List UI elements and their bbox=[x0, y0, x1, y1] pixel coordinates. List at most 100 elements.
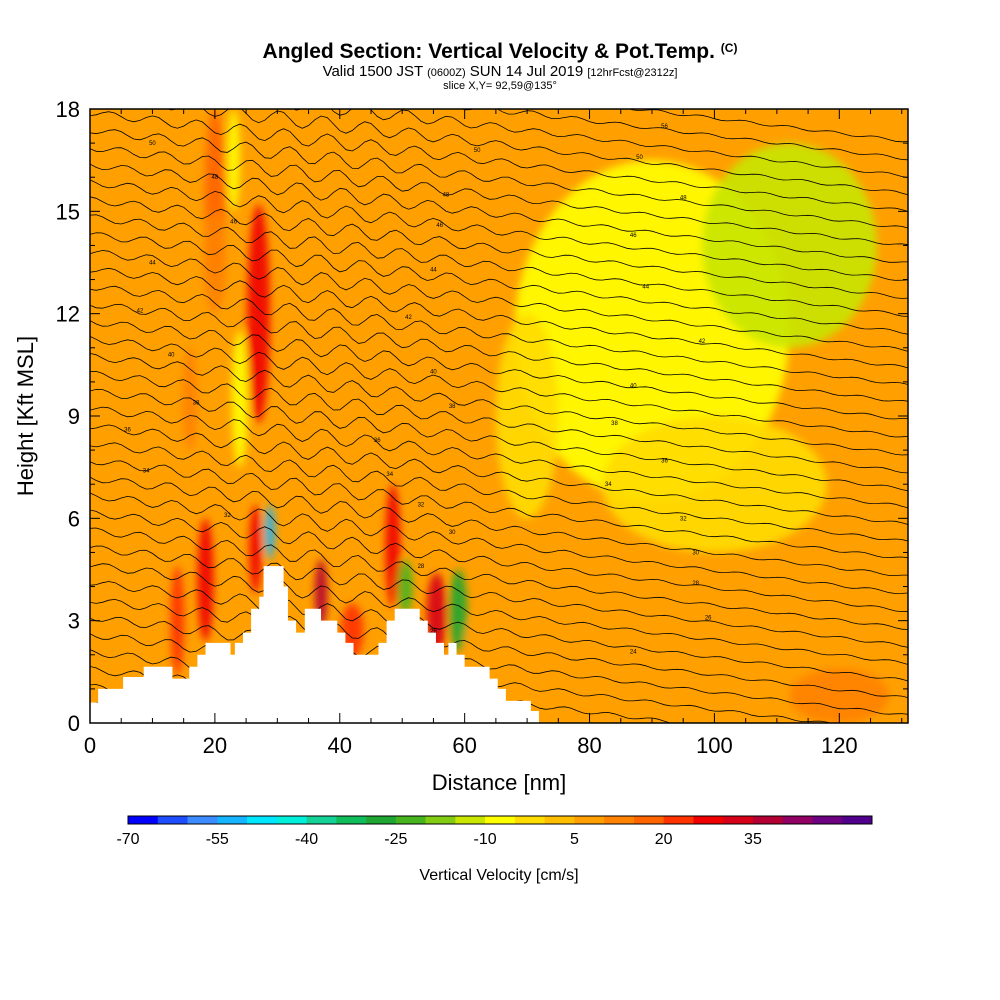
y-tick-label: 12 bbox=[56, 302, 80, 327]
contour-label: 40 bbox=[430, 370, 437, 376]
x-axis-title: Distance [nm] bbox=[432, 770, 567, 795]
colorbar-swatch bbox=[276, 816, 307, 824]
title-block: Angled Section: Vertical Velocity & Pot.… bbox=[0, 36, 1000, 92]
contour-label: 42 bbox=[405, 315, 412, 321]
velocity-cell bbox=[203, 211, 227, 314]
velocity-cell bbox=[602, 416, 827, 553]
colorbar-swatch bbox=[157, 816, 188, 824]
theta-line bbox=[90, 214, 908, 317]
theta-line bbox=[90, 353, 908, 456]
colorbar-swatch bbox=[128, 816, 159, 824]
colorbar-swatch bbox=[187, 816, 218, 824]
contour-labels: 50 48 46 44 42 40 38 36 34 32 50 48 46 44 42 40 38 36 34 32… bbox=[124, 124, 712, 655]
contour-label: 32 bbox=[680, 516, 687, 522]
theta-line bbox=[90, 111, 908, 212]
colorbar-swatch bbox=[723, 816, 754, 824]
contour-label: 44 bbox=[642, 284, 649, 290]
theta-line bbox=[167, 109, 908, 196]
contour-label: 24 bbox=[630, 649, 637, 655]
slice-info: slice X,Y= 92,59@135° bbox=[443, 80, 557, 92]
theta-line bbox=[90, 370, 908, 474]
contour-label: 40 bbox=[168, 353, 175, 359]
contour-label: 38 bbox=[449, 404, 456, 410]
valid-time: Valid 1500 JST bbox=[322, 63, 423, 80]
terrain bbox=[90, 566, 908, 723]
theta-line bbox=[90, 616, 908, 715]
colorbar-swatch bbox=[693, 816, 724, 824]
colorbar-swatch bbox=[306, 816, 337, 824]
contour-label: 42 bbox=[699, 339, 706, 345]
contour-label: 26 bbox=[705, 615, 712, 621]
colorbar-tick-label: -70 bbox=[116, 831, 139, 848]
colorbar-swatch bbox=[425, 816, 456, 824]
velocity-cell bbox=[247, 204, 270, 423]
colorbar-frame bbox=[127, 815, 873, 825]
colorbar-tick-label: 5 bbox=[570, 831, 579, 848]
x-tick-label: 40 bbox=[328, 733, 352, 758]
colorbar: -70 -55 -40 -25 -10 5 20 35 bbox=[116, 815, 873, 848]
contour-label: 46 bbox=[630, 233, 637, 239]
colorbar-swatch bbox=[336, 816, 367, 824]
theta-line bbox=[90, 509, 908, 613]
forecast-info: [12hrFcst@2312z] bbox=[587, 67, 678, 79]
theta-line bbox=[90, 563, 908, 665]
contour-label: 32 bbox=[224, 513, 231, 519]
contour-label: 32 bbox=[418, 503, 425, 509]
velocity-cell bbox=[197, 518, 214, 642]
theta-line bbox=[90, 303, 908, 402]
colorbar-swatch bbox=[574, 816, 605, 824]
y-tick-label: 9 bbox=[68, 404, 80, 429]
velocity-cell bbox=[388, 211, 404, 416]
theta-line bbox=[90, 476, 908, 576]
contour-label: 34 bbox=[386, 472, 393, 478]
theta-line bbox=[90, 129, 908, 229]
theta-line bbox=[90, 179, 908, 281]
colorbar-swatch bbox=[544, 816, 575, 824]
colorbar-swatch bbox=[842, 816, 873, 824]
theta-line bbox=[628, 109, 908, 143]
y-tick-label: 18 bbox=[56, 97, 80, 122]
colorbar-swatch bbox=[752, 816, 784, 824]
contour-label: 36 bbox=[661, 458, 668, 464]
valid-line: Valid 1500 JST (0600Z) SUN 14 Jul 2019 [… bbox=[0, 64, 1000, 81]
plot-area: 50 48 46 44 42 40 38 36 34 32 50 48 46 44 42 40 38 36 34 32… bbox=[90, 109, 908, 723]
colorbar-swatch bbox=[663, 816, 694, 824]
colorbar-swatch bbox=[514, 816, 545, 824]
contour-label: 28 bbox=[418, 564, 425, 570]
contour-label: 40 bbox=[630, 383, 637, 389]
colorbar-swatch bbox=[633, 816, 664, 824]
contour-label: 34 bbox=[605, 482, 612, 488]
velocity-cell bbox=[182, 347, 198, 451]
contour-label: 30 bbox=[449, 530, 456, 536]
colorbar-tick-label: -25 bbox=[384, 831, 407, 848]
theta-line bbox=[90, 232, 908, 335]
x-tick-label: 20 bbox=[203, 733, 227, 758]
velocity-cell bbox=[397, 559, 413, 614]
copyright-mark: (C) bbox=[720, 41, 738, 55]
velocity-cell bbox=[385, 484, 401, 608]
valid-date: SUN 14 Jul 2019 bbox=[469, 63, 584, 80]
velocity-cell bbox=[227, 109, 240, 212]
x-tick-label: 120 bbox=[821, 733, 858, 758]
contour-label: 56 bbox=[661, 124, 668, 130]
contour-label: 34 bbox=[143, 469, 150, 475]
contour-label: 50 bbox=[636, 155, 643, 161]
valid-zulu: (0600Z) bbox=[427, 67, 466, 79]
contour-label: 46 bbox=[436, 223, 443, 229]
theta-line bbox=[90, 250, 908, 352]
theta-line bbox=[90, 442, 908, 542]
theta-line bbox=[293, 109, 908, 178]
theta-line bbox=[90, 598, 908, 698]
colorbar-swatch bbox=[485, 816, 516, 824]
velocity-cell bbox=[170, 566, 185, 676]
colorbar-swatch bbox=[455, 816, 486, 824]
contour-label: 36 bbox=[124, 428, 131, 434]
y-tick-label: 3 bbox=[68, 609, 80, 634]
y-axis-title: Height [Kft MSL] bbox=[13, 336, 38, 496]
contour-label: 28 bbox=[692, 581, 699, 587]
theta-line bbox=[90, 147, 908, 246]
theta-line bbox=[90, 163, 908, 263]
theta-line bbox=[90, 320, 908, 420]
colorbar-title: Vertical Velocity [cm/s] bbox=[419, 867, 578, 884]
